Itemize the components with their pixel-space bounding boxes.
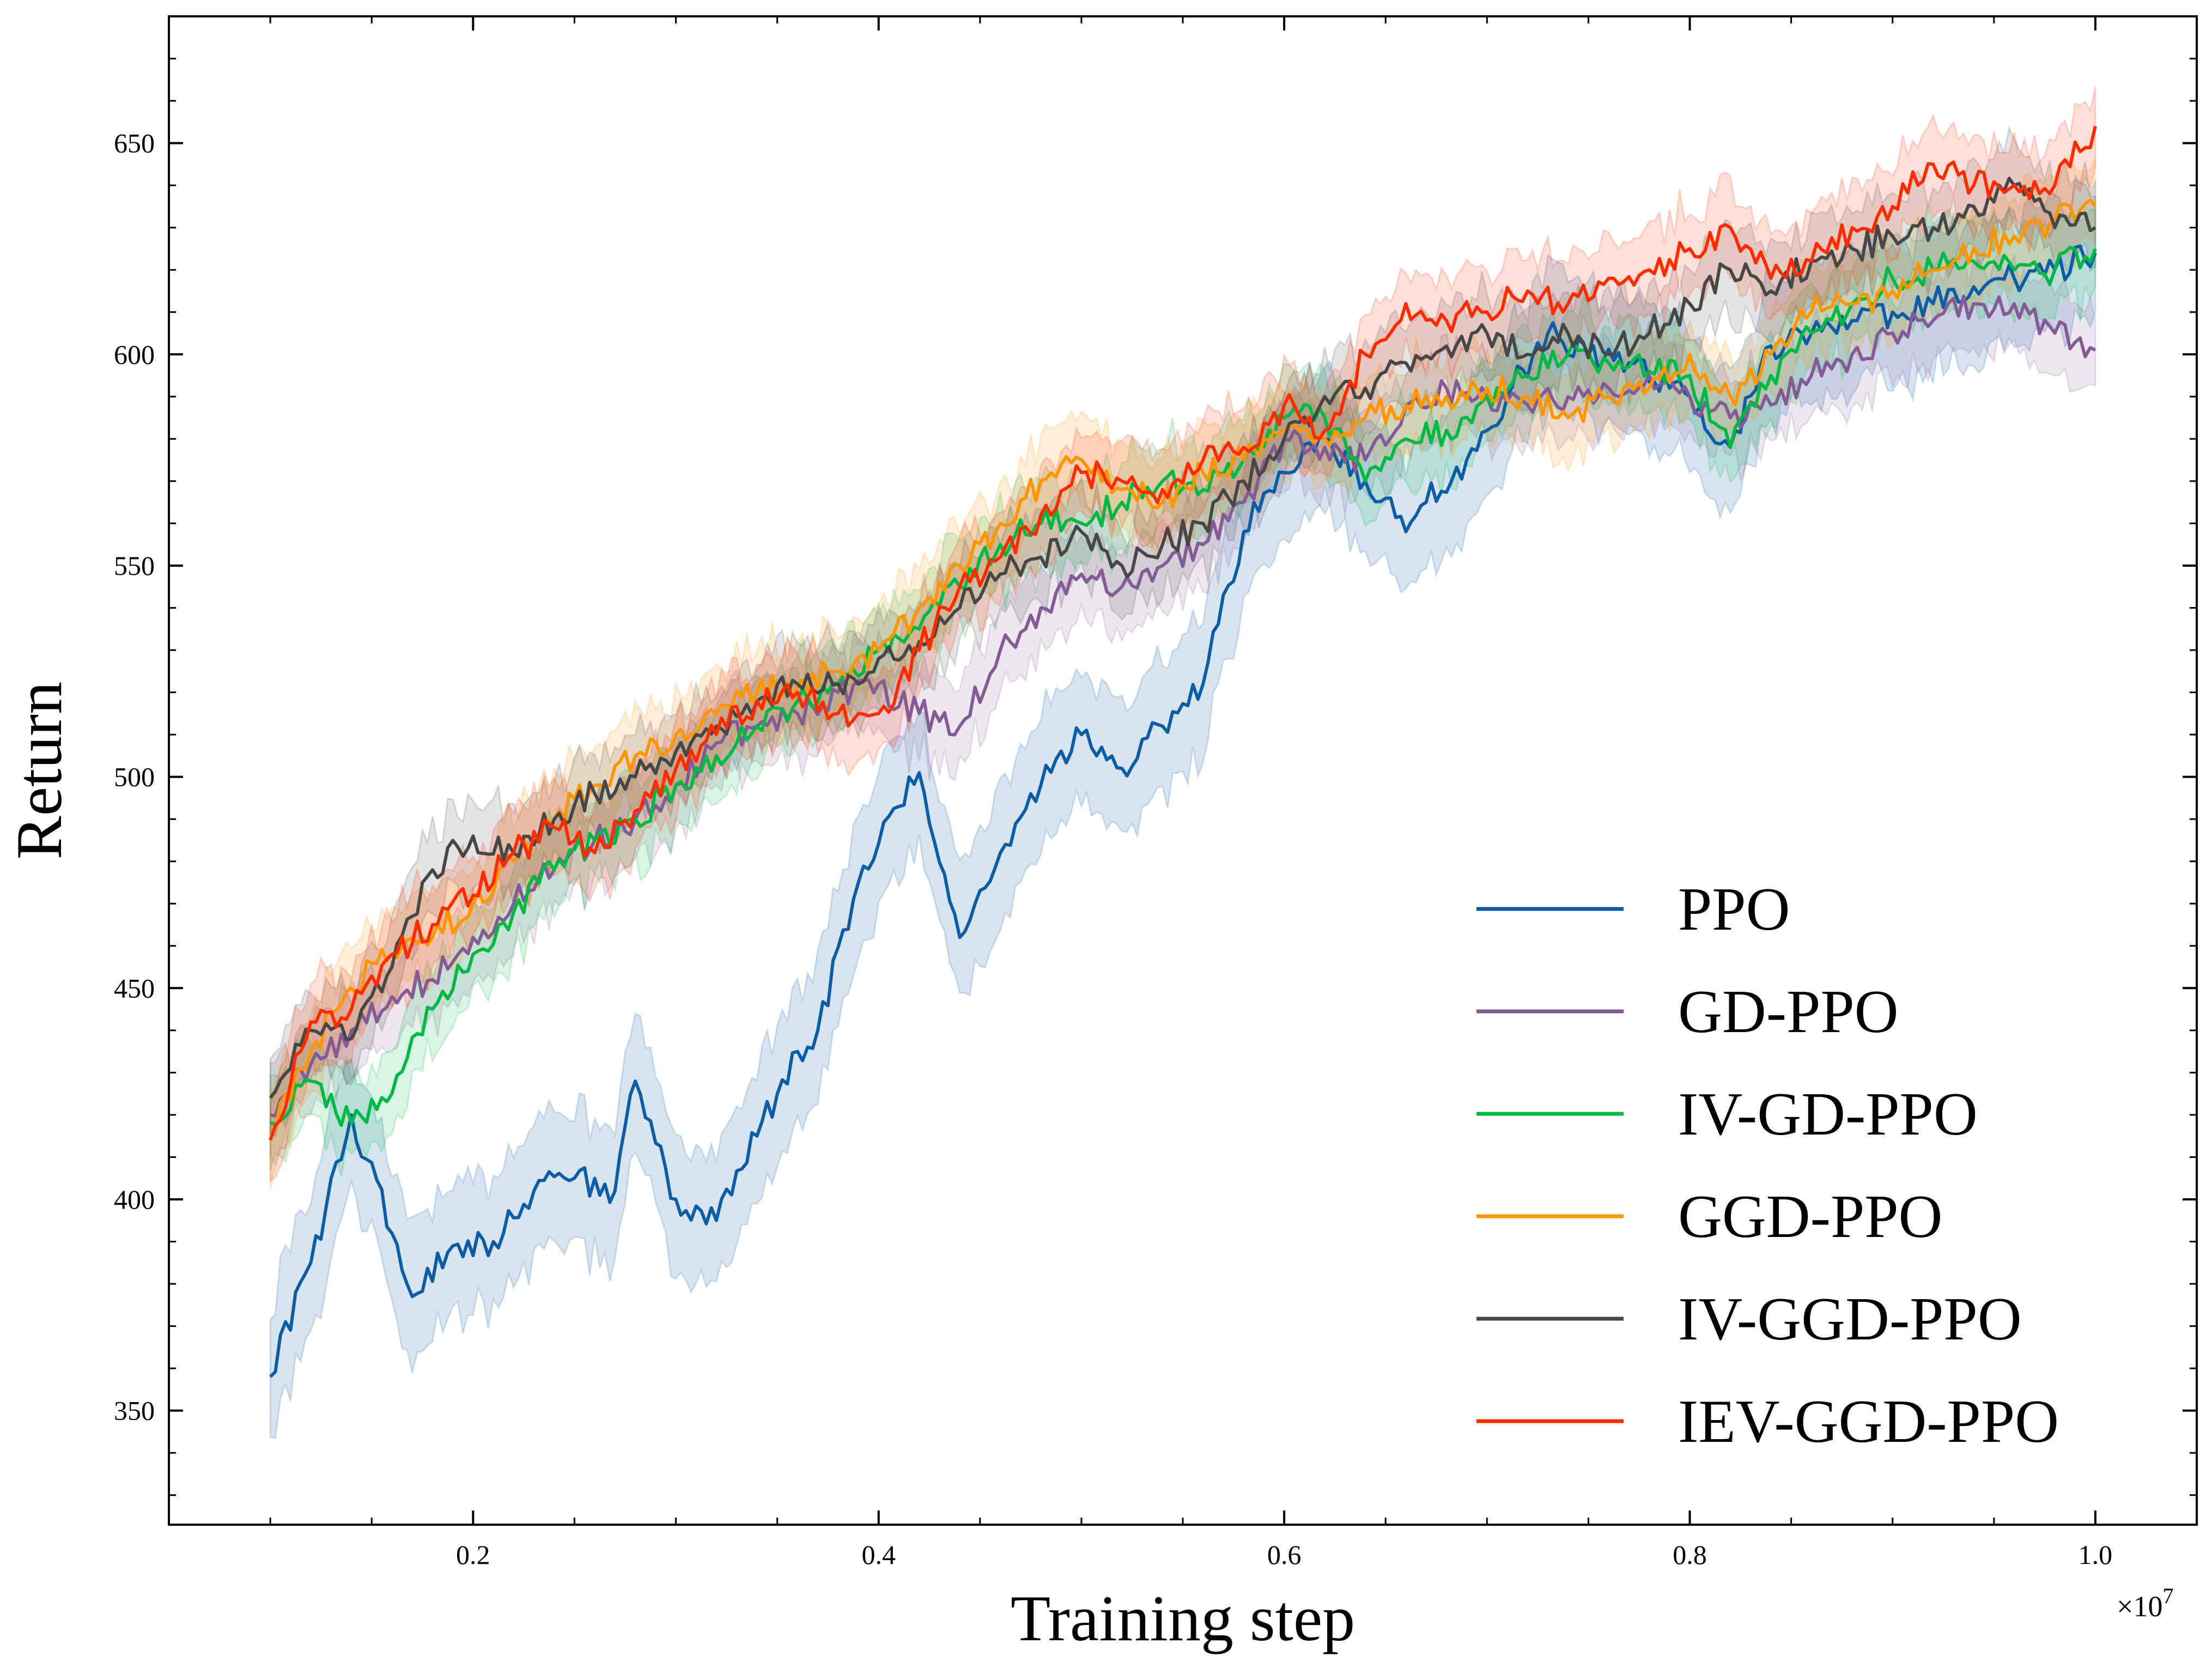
axis-ticks: 0.2 0.4 0.6 0.8 1.0 350 400 450 500 550 600 650 xyxy=(114,16,2197,1570)
legend: PPO GD-PPO IV-GD-PPO GGD-PPO IV-GGD-PPO IEV-G… xyxy=(1476,876,2059,1455)
series-line-iv-ggd-ppo xyxy=(269,177,2096,1099)
band-iev-ggd-ppo xyxy=(269,86,2096,1182)
x-scale-base: ×10 xyxy=(2117,1590,2162,1623)
band-ppo xyxy=(269,173,2096,1439)
x-tick-label: 1.0 xyxy=(2079,1539,2113,1570)
series-lines xyxy=(269,125,2097,1378)
x-tick-label: 0.2 xyxy=(456,1539,490,1570)
x-tick-label: 0.8 xyxy=(1673,1539,1707,1570)
series-line-iv-gd-ppo xyxy=(270,246,2097,1127)
legend-label-iv-gd-ppo: IV-GD-PPO xyxy=(1678,1081,1978,1148)
band-gd-ppo xyxy=(269,246,2096,1166)
legend-label-ggd-ppo: GGD-PPO xyxy=(1678,1183,1942,1251)
y-tick-label: 550 xyxy=(114,550,155,581)
x-scale-exponent: 7 xyxy=(2162,1584,2173,1608)
legend-label-ppo: PPO xyxy=(1678,876,1790,943)
y-tick-label: 500 xyxy=(114,762,155,792)
series-line-ppo xyxy=(269,244,2097,1378)
legend-label-iev-ggd-ppo: IEV-GGD-PPO xyxy=(1678,1388,2059,1455)
x-tick-label: 0.4 xyxy=(861,1539,896,1570)
legend-label-iv-ggd-ppo: IV-GGD-PPO xyxy=(1678,1285,2022,1353)
x-tick-label: 0.6 xyxy=(1267,1539,1302,1570)
y-axis-label: Return xyxy=(3,682,75,860)
series-line-iev-ggd-ppo xyxy=(269,125,2097,1141)
y-tick-label: 600 xyxy=(114,339,155,369)
x-axis-label: Training step xyxy=(1011,1582,1355,1654)
legend-label-gd-ppo: GD-PPO xyxy=(1678,978,1899,1046)
y-tick-label: 350 xyxy=(114,1396,155,1426)
y-tick-label: 450 xyxy=(114,973,155,1003)
y-tick-label: 400 xyxy=(114,1184,155,1215)
y-tick-label: 650 xyxy=(114,128,155,159)
x-scale-factor: ×107 xyxy=(2117,1584,2173,1623)
